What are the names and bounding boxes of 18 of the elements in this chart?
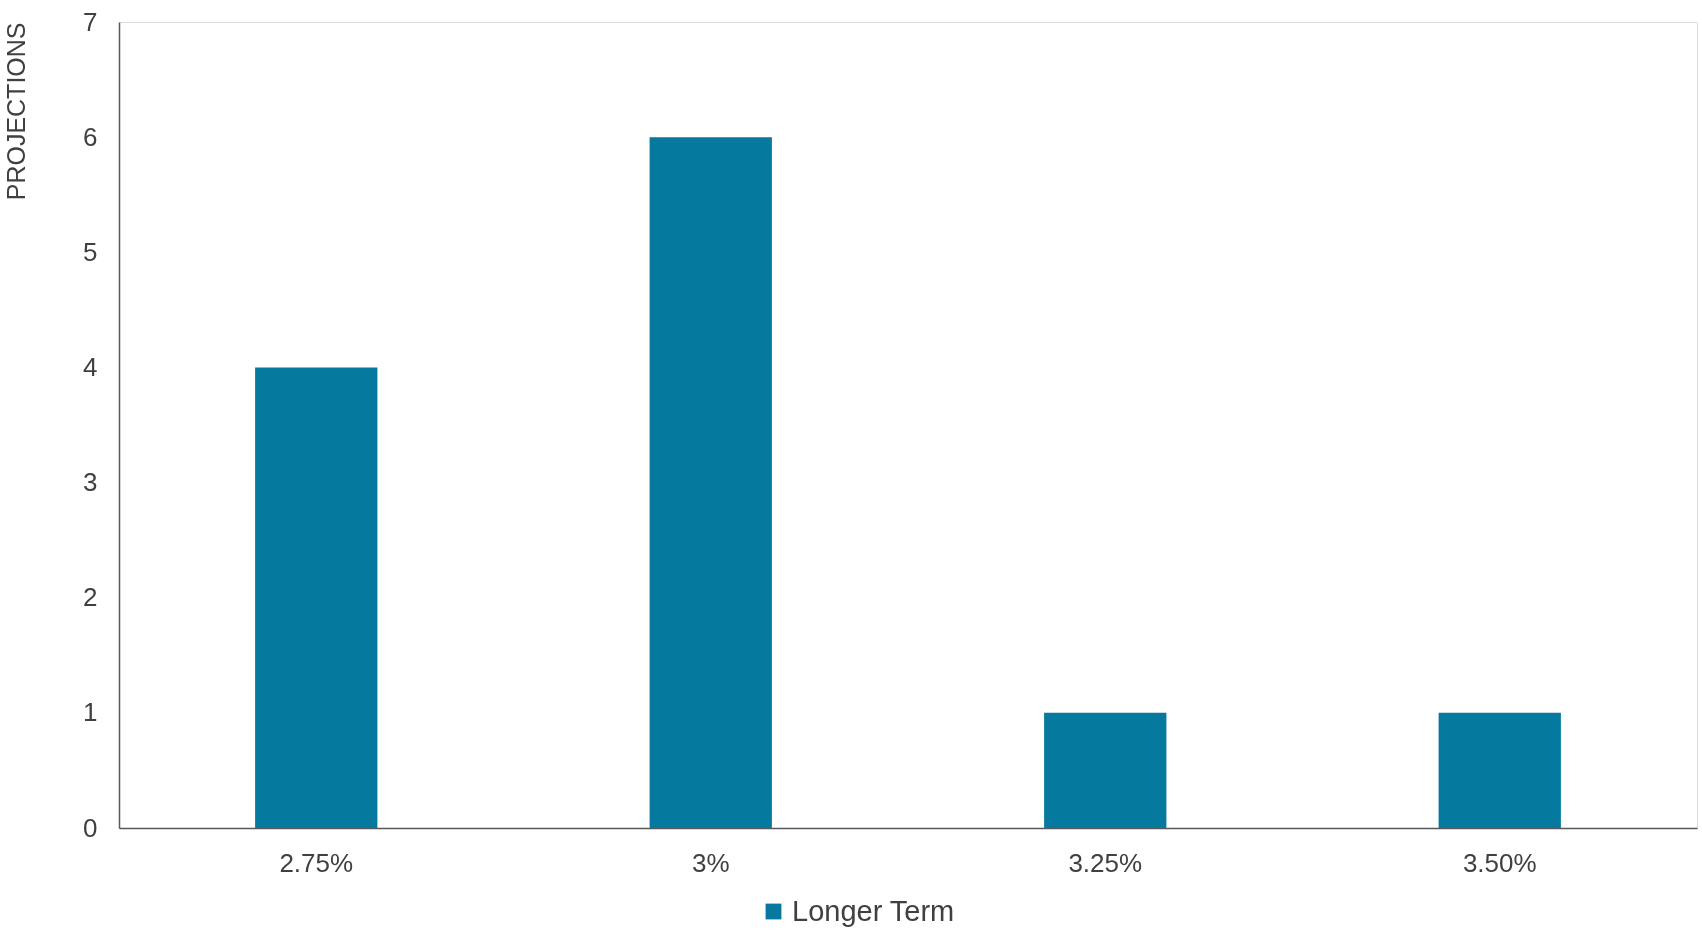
y-tick-label: 1 (83, 697, 98, 728)
y-tick-label: 4 (83, 351, 98, 382)
bar (255, 367, 378, 828)
y-tick-label: 2 (83, 582, 98, 613)
x-tick-label: 3.25% (1068, 847, 1143, 878)
y-tick-label: 3 (83, 467, 98, 498)
y-tick-label: 6 (83, 121, 98, 152)
bar (1044, 712, 1167, 828)
x-tick-label: 2.75% (279, 847, 354, 878)
bar (1438, 712, 1561, 828)
bar (649, 137, 772, 828)
y-tick-label: 0 (83, 812, 98, 843)
y-axis-title: PROJECTIONS (1, 22, 30, 201)
y-tick-label: 7 (83, 6, 98, 37)
legend-label: Longer Term (792, 894, 955, 927)
x-tick-label: 3% (691, 847, 730, 878)
y-tick-label: 5 (83, 236, 98, 267)
x-tick-label: 3.50% (1462, 847, 1537, 878)
